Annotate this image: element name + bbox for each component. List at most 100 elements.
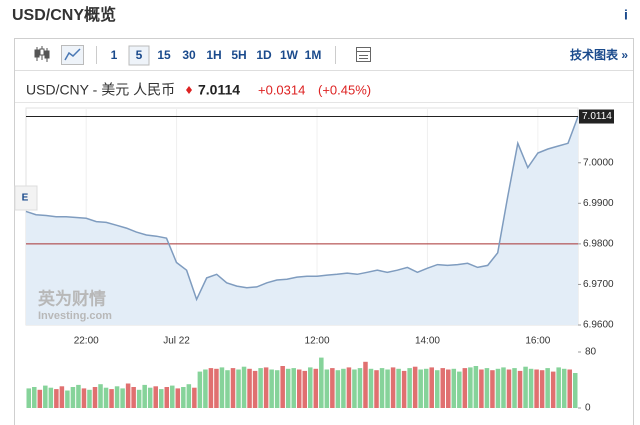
y-tick-label: 6.9700 bbox=[583, 279, 614, 290]
volume-bar bbox=[302, 370, 308, 408]
volume-bar bbox=[236, 369, 241, 408]
interval-button[interactable]: 30 bbox=[182, 48, 196, 62]
volume-bar bbox=[214, 368, 219, 408]
volume-bar bbox=[92, 387, 98, 408]
volume-bar bbox=[561, 368, 567, 408]
x-tick-label: 12:00 bbox=[305, 336, 330, 347]
volume-bar bbox=[490, 370, 495, 408]
volume-bar bbox=[517, 370, 523, 408]
quote-name: USD/CNY - 美元 人民币 bbox=[26, 82, 175, 98]
volume-bar bbox=[550, 371, 556, 408]
x-tick-label: 16:00 bbox=[525, 336, 550, 347]
volume-bar bbox=[385, 369, 390, 408]
volume-bar bbox=[125, 383, 131, 408]
volume-bar bbox=[192, 387, 197, 408]
volume-bar bbox=[572, 373, 578, 408]
interval-button[interactable]: 1D bbox=[256, 48, 272, 62]
volume-bar bbox=[440, 368, 446, 408]
volume-bar bbox=[352, 369, 357, 408]
volume-bar bbox=[131, 387, 136, 408]
side-tab-label[interactable]: E bbox=[22, 193, 29, 204]
volume-bar bbox=[346, 367, 352, 408]
volume-bar bbox=[528, 368, 534, 408]
volume-bar bbox=[390, 367, 396, 408]
volume-bar bbox=[81, 388, 87, 408]
interval-button[interactable]: 15 bbox=[157, 48, 171, 62]
volume-bar bbox=[479, 369, 484, 408]
volume-bar bbox=[379, 368, 385, 408]
interval-button[interactable]: 5 bbox=[136, 48, 143, 62]
volume-bar bbox=[170, 385, 175, 408]
volume-bar bbox=[407, 368, 412, 408]
candlestick-icon[interactable] bbox=[34, 46, 50, 62]
volume-bar bbox=[484, 368, 490, 408]
volume-bar bbox=[412, 366, 418, 408]
volume-bar bbox=[109, 389, 114, 408]
interval-button[interactable]: 5H bbox=[231, 48, 246, 62]
volume-bar bbox=[434, 370, 440, 408]
volume-bar bbox=[274, 370, 280, 408]
x-tick-label: 14:00 bbox=[415, 336, 440, 347]
side-tab[interactable] bbox=[14, 185, 38, 211]
volume-bar bbox=[473, 366, 479, 408]
volume-bar bbox=[429, 367, 434, 408]
volume-bar bbox=[208, 368, 214, 408]
interval-button[interactable]: 1 bbox=[111, 48, 118, 62]
volume-bar bbox=[446, 369, 451, 408]
page-title: USD/CNY概览 bbox=[12, 5, 116, 24]
volume-bar bbox=[43, 385, 48, 408]
volume-bar bbox=[280, 366, 285, 408]
volume-bar bbox=[54, 389, 59, 408]
volume-bar bbox=[70, 387, 76, 408]
volume-bar bbox=[103, 387, 109, 408]
volume-bar bbox=[313, 368, 319, 408]
volume-bar bbox=[357, 368, 363, 408]
y-tick-label: 6.9800 bbox=[583, 239, 614, 250]
volume-bar bbox=[153, 386, 158, 408]
interval-button[interactable]: 1M bbox=[305, 48, 322, 62]
volume-bar bbox=[374, 370, 379, 408]
price-line bbox=[25, 116, 579, 302]
volume-bar bbox=[423, 368, 429, 408]
volume-bar bbox=[545, 368, 550, 408]
x-tick-label: 22:00 bbox=[74, 336, 99, 347]
volume-bar bbox=[258, 368, 263, 408]
active-interval-bg bbox=[128, 45, 150, 66]
y-tick-label: 6.9900 bbox=[583, 198, 614, 209]
volume-bar bbox=[506, 369, 512, 408]
volume-bar bbox=[98, 384, 103, 408]
info-icon[interactable]: i bbox=[624, 7, 628, 23]
volume-bar bbox=[363, 361, 368, 408]
volume-bar bbox=[368, 368, 374, 408]
volume-bar bbox=[285, 368, 291, 408]
volume-bar bbox=[120, 388, 125, 408]
volume-bar bbox=[512, 368, 517, 408]
technical-chart-link[interactable]: 技术图表 » bbox=[570, 47, 628, 62]
interval-button[interactable]: 1W bbox=[280, 48, 299, 62]
volume-bar bbox=[225, 370, 230, 408]
volume-tick-label: 0 bbox=[585, 403, 591, 414]
volume-bar bbox=[37, 389, 43, 408]
calendar-icon[interactable] bbox=[356, 47, 371, 62]
up-marker bbox=[186, 86, 192, 94]
volume-bar bbox=[32, 387, 37, 408]
volume-bar bbox=[175, 388, 181, 408]
volume-bar bbox=[330, 368, 335, 408]
volume-bar bbox=[87, 389, 92, 408]
volume-bar bbox=[341, 368, 346, 408]
interval-button[interactable]: 1H bbox=[206, 48, 221, 62]
volume-bar bbox=[76, 384, 81, 408]
volume-bar bbox=[319, 357, 324, 408]
volume-bar bbox=[219, 367, 225, 408]
y-tick-label: 7.0000 bbox=[583, 157, 614, 168]
volume-bar bbox=[335, 370, 341, 408]
volume-bar bbox=[136, 389, 142, 408]
volume-bar bbox=[247, 368, 252, 408]
volume-bar bbox=[451, 368, 457, 408]
volume-bar bbox=[501, 367, 506, 408]
volume-bar bbox=[142, 384, 147, 408]
volume-bar bbox=[308, 367, 313, 408]
area-fill bbox=[26, 116, 578, 325]
